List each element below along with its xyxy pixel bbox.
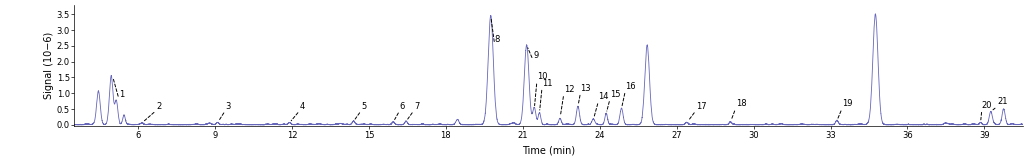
Text: 14: 14 [598,92,609,101]
Text: 5: 5 [361,102,367,111]
Text: 10: 10 [537,72,547,81]
Text: 9: 9 [534,51,539,60]
Text: 3: 3 [225,102,230,111]
Text: 15: 15 [610,90,621,99]
Text: 8: 8 [494,35,500,44]
Text: 7: 7 [414,102,419,111]
Y-axis label: Signal (10−6): Signal (10−6) [44,32,53,99]
Text: 11: 11 [542,79,552,87]
Text: 13: 13 [581,84,591,93]
Text: 19: 19 [842,99,852,108]
Text: 12: 12 [563,85,575,94]
Text: 17: 17 [696,102,706,111]
Text: 18: 18 [736,99,746,108]
Text: 4: 4 [300,102,305,111]
Text: 21: 21 [997,98,1007,106]
Text: 1: 1 [119,90,124,99]
Text: 2: 2 [156,102,161,111]
Text: 6: 6 [400,102,405,111]
X-axis label: Time (min): Time (min) [522,145,575,155]
Text: 20: 20 [982,101,992,110]
Text: 16: 16 [625,82,636,91]
